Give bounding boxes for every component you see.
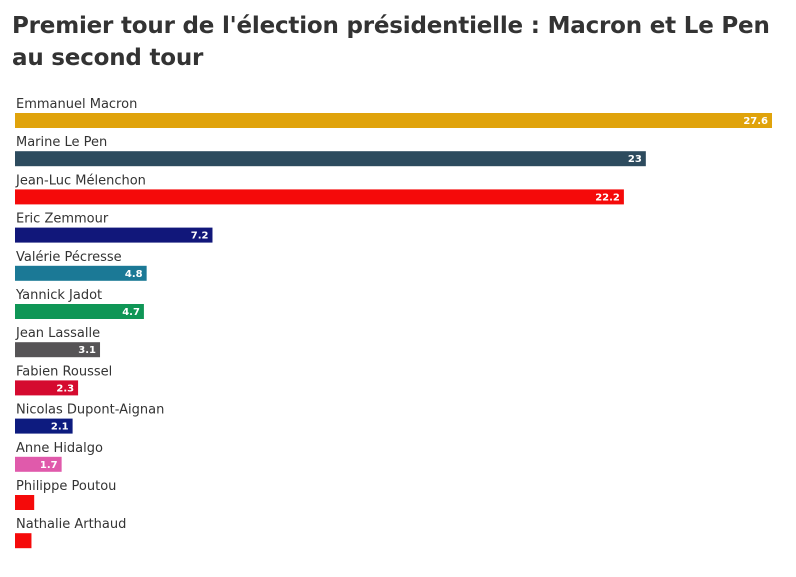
bar	[15, 151, 646, 167]
category-label: Nathalie Arthaud	[16, 517, 126, 532]
bar	[15, 304, 144, 319]
data-label: 4.7	[122, 307, 140, 318]
category-label: Philippe Poutou	[16, 479, 116, 494]
chart-title: Premier tour de l'élection présidentiell…	[12, 13, 770, 71]
category-label: Jean-Luc Mélenchon	[15, 173, 146, 188]
data-label: 7.2	[191, 231, 209, 242]
bar	[15, 456, 62, 472]
bar	[15, 342, 101, 358]
data-label: 2.1	[51, 422, 69, 433]
bar	[15, 113, 772, 128]
category-label: Fabien Roussel	[16, 364, 112, 379]
data-label: 2.3	[56, 383, 74, 394]
category-label: Emmanuel Macron	[16, 97, 137, 112]
category-label: Marine Le Pen	[16, 135, 107, 150]
data-label: 1.7	[40, 460, 58, 471]
data-label: 23	[628, 154, 642, 165]
bar	[15, 189, 624, 205]
category-label: Valérie Pécresse	[16, 250, 122, 265]
data-label: 27.6	[743, 116, 768, 127]
bar	[15, 418, 73, 434]
bar	[15, 227, 213, 243]
category-label: Nicolas Dupont-Aignan	[16, 403, 164, 418]
bar	[15, 265, 147, 281]
data-label: 22.2	[595, 192, 620, 203]
category-label: Eric Zemmour	[16, 212, 109, 227]
bar	[15, 380, 79, 396]
category-label: Jean Lassalle	[15, 326, 100, 341]
category-label: Anne Hidalgo	[16, 441, 103, 456]
data-label: 4.8	[125, 269, 143, 280]
data-label: 3.1	[78, 345, 96, 356]
bar	[15, 495, 35, 510]
category-label: Yannick Jadot	[15, 288, 102, 303]
bar	[15, 533, 32, 549]
